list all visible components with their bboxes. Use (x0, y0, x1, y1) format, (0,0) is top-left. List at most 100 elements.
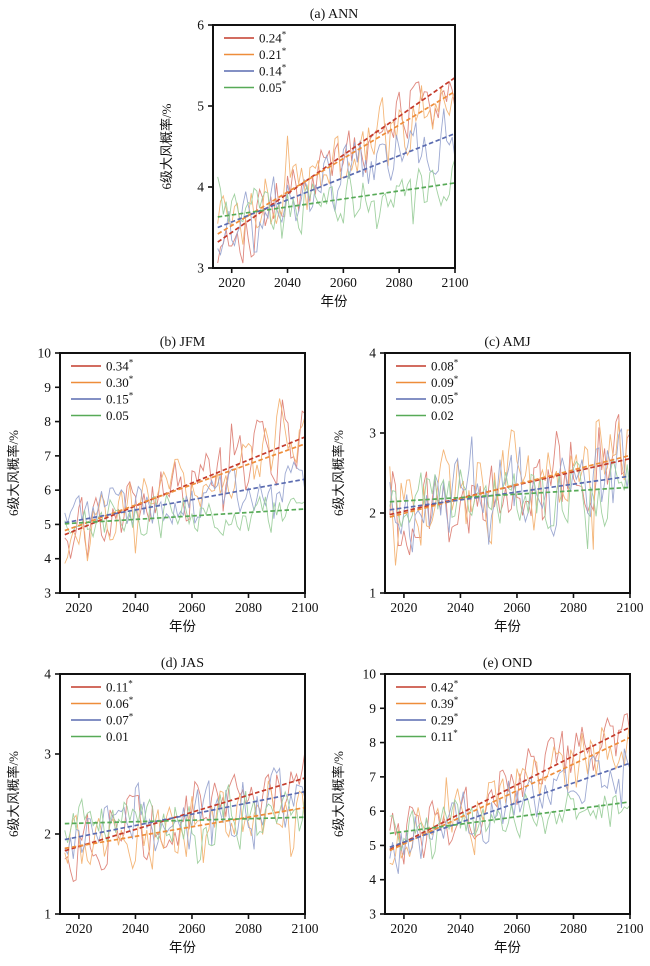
chart-e-title: (e) OND (483, 656, 532, 671)
chart-b-x-tick-label: 2020 (65, 600, 92, 615)
chart-c-series-2-annual-line (389, 428, 630, 553)
chart-a-y-tick-label: 4 (197, 180, 204, 195)
chart-b-legend-label-1: 0.30* (106, 374, 134, 390)
chart-c-series-1-trend-line (389, 454, 630, 518)
chart-e-y-tick-label: 10 (363, 667, 377, 682)
chart-b: 3 4 5 6 7 8 9 10 2020 2040 2060 2080 2100 (b) JFM 年份 6级… (6, 335, 319, 634)
chart-d-plot-border (59, 673, 306, 915)
chart-e-y-tick-label: 6 (369, 804, 376, 819)
chart-b-series-3-trend-line (64, 508, 305, 525)
chart-e-legend-label-2: 0.29* (431, 712, 459, 728)
chart-b-y-tick-label: 10 (38, 346, 52, 361)
chart-d-plot-area (64, 750, 305, 883)
chart-d-x-tick-label: 2020 (65, 921, 92, 936)
chart-a-legend-label-2: 0.14* (259, 63, 287, 79)
chart-a-series-3-annual-line (217, 158, 455, 239)
chart-e-x-tick-label: 2060 (503, 921, 530, 936)
chart-a-legend-label-3: 0.05* (259, 79, 287, 95)
chart-c-y-axis-label: 6级大风概率/% (331, 430, 346, 516)
chart-d-series-3-trend-line (64, 816, 305, 825)
chart-e-x-axis-label: 年份 (494, 940, 522, 955)
chart-c-plot-border (384, 352, 631, 594)
chart-b-x-tick-label: 2080 (235, 600, 262, 615)
chart-b-legend-label-2: 0.15* (106, 391, 134, 407)
chart-d-legend-label-2: 0.07* (106, 712, 134, 728)
chart-c-title: (c) AMJ (484, 335, 531, 350)
chart-b-legend: 0.34*0.30*0.15*0.05 (71, 358, 134, 423)
chart-a-y-axis-label: 6级大风概率/% (159, 103, 174, 189)
chart-b-series-2-trend-line (64, 478, 305, 524)
chart-a-x-axis-label: 年份 (321, 294, 348, 309)
chart-a-x-tick-label: 2100 (442, 275, 469, 290)
chart-e-legend-label-0: 0.42* (431, 679, 459, 695)
chart-e-y-tick-label: 7 (369, 769, 376, 784)
chart-b-x-axis-label: 年份 (169, 619, 196, 634)
chart-e-series-0-trend-line (389, 726, 630, 851)
chart-d-legend-label-0: 0.11* (106, 679, 133, 695)
chart-e-y-tick-label: 3 (369, 907, 376, 922)
chart-b-legend-label-0: 0.34* (106, 358, 134, 374)
chart-a-title: (a) ANN (310, 7, 359, 22)
chart-a-series-1-trend-line (217, 90, 455, 235)
chart-d-x-tick-label: 2040 (122, 921, 149, 936)
chart-b-y-tick-label: 4 (44, 551, 51, 566)
chart-a-x-tick-label: 2020 (218, 275, 245, 290)
chart-b-series-0-annual-line (64, 399, 305, 559)
chart-c-y-tick-label: 2 (369, 506, 376, 521)
chart-c-x-tick-label: 2020 (390, 600, 417, 615)
chart-d-series-2-trend-line (64, 790, 305, 841)
chart-b-y-tick-label: 7 (44, 448, 51, 463)
chart-c-x-tick-label: 2060 (503, 600, 530, 615)
chart-a-plot-border (212, 24, 456, 269)
chart-d-series-1-annual-line (64, 780, 305, 870)
chart-d-legend: 0.11*0.06*0.07*0.01 (71, 679, 134, 744)
chart-e-y-tick-label: 9 (369, 701, 376, 716)
chart-b-legend-label-3: 0.05 (106, 408, 129, 423)
chart-d-x-tick-label: 2060 (178, 921, 205, 936)
chart-c-series-2-trend-line (389, 475, 630, 511)
chart-d-series-0-trend-line (64, 777, 305, 852)
chart-a-series-1-annual-line (217, 85, 455, 245)
chart-a-legend-label-1: 0.21* (259, 46, 287, 62)
chart-d-title: (d) JAS (161, 656, 204, 671)
chart-e-series-1-trend-line (389, 736, 630, 852)
chart-b-plot-area (64, 398, 305, 564)
chart-a-legend: 0.24*0.21*0.14*0.05* (224, 30, 287, 95)
chart-c-y-tick-label: 3 (369, 426, 376, 441)
chart-b-x-tick-label: 2040 (122, 600, 149, 615)
chart-c-x-tick-label: 2040 (447, 600, 474, 615)
chart-a-y-tick-label: 6 (197, 18, 204, 33)
chart-d: 1 2 3 4 2020 2040 2060 2080 2100 (d) JAS 年份 6级大风概率/… (6, 656, 319, 955)
chart-c-y-tick-label: 1 (369, 586, 376, 601)
chart-d-series-1-trend-line (64, 806, 305, 850)
chart-a-y-tick-label: 3 (197, 261, 204, 276)
chart-d-y-tick-label: 2 (44, 827, 51, 842)
chart-e-series-3-trend-line (389, 801, 630, 835)
chart-a-series-2-trend-line (217, 132, 455, 229)
chart-c-legend-label-3: 0.02 (431, 408, 454, 423)
chart-a-series-0-trend-line (217, 76, 455, 243)
chart-a-series-2-annual-line (217, 108, 455, 256)
chart-b-y-tick-label: 5 (44, 517, 51, 532)
chart-e-x-tick-label: 2080 (560, 921, 587, 936)
chart-b-y-tick-label: 6 (44, 483, 51, 498)
chart-e-x-tick-label: 2100 (617, 921, 644, 936)
chart-a-y-tick-label: 5 (197, 99, 204, 114)
chart-c-series-3-trend-line (389, 486, 630, 503)
chart-b-x-tick-label: 2060 (178, 600, 205, 615)
chart-c-legend-label-1: 0.09* (431, 374, 459, 390)
chart-c-series-3-annual-line (389, 459, 630, 550)
chart-b-plot-border (59, 352, 306, 594)
chart-a-series-3-trend-line (217, 182, 455, 218)
chart-c-plot-area (389, 414, 630, 566)
chart-d-y-tick-label: 1 (44, 907, 51, 922)
chart-e-y-axis-label: 6级大风概率/% (331, 751, 346, 837)
chart-a-x-tick-label: 2080 (386, 275, 413, 290)
chart-b-y-tick-label: 3 (44, 586, 51, 601)
chart-e-y-tick-label: 4 (369, 872, 376, 887)
chart-a-x-tick-label: 2060 (330, 275, 357, 290)
chart-e-legend: 0.42*0.39*0.29*0.11* (396, 679, 459, 744)
chart-c-legend: 0.08*0.09*0.05*0.02 (396, 358, 459, 423)
